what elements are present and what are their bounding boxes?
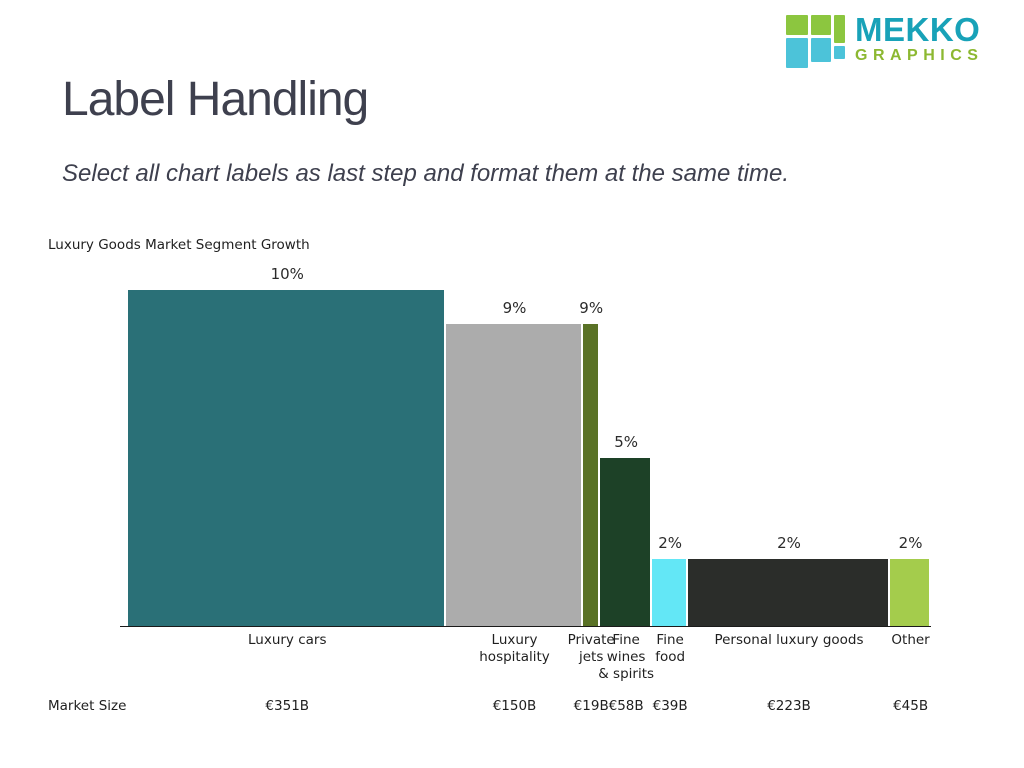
chart-title: Luxury Goods Market Segment Growth: [48, 237, 310, 253]
bar-category-label-personal-luxury-goods: Personal luxury goods: [714, 632, 864, 648]
bar-category-label-fine-wines-spirits: Fine wines & spirits: [598, 632, 655, 682]
bar-personal-luxury-goods: [687, 558, 889, 626]
bar-market-size-label-private-jets: €19B: [573, 698, 609, 714]
bar-fine-food: [652, 558, 686, 626]
bar-category-label-luxury-hospitality: Luxury hospitality: [479, 632, 550, 665]
bar-value-label-fine-wines-spirits: 5%: [614, 433, 639, 451]
bar-private-jets: [582, 323, 598, 626]
mekko-graphics-logo: MEKKO GRAPHICS: [786, 13, 983, 68]
bar-market-size-label-other: €45B: [893, 698, 929, 714]
bar-category-label-private-jets: Private jets: [567, 632, 615, 665]
bar-luxury-cars: [128, 290, 445, 626]
bar-value-label-fine-food: 2%: [658, 533, 683, 552]
chart-plot: 10% Luxury cars €351B 9% Luxury hospitality €1…: [120, 260, 931, 714]
bar-fine-wines-spirits: [599, 458, 651, 626]
logo-mosaic-icon: [786, 13, 845, 68]
bar-category-label-fine-food: Fine food: [655, 632, 686, 665]
bar-value-label-private-jets: 9%: [579, 298, 604, 317]
bar-market-size-label-luxury-hospitality: €150B: [492, 698, 537, 714]
bar-value-label-luxury-hospitality: 9%: [502, 298, 527, 317]
bar-category-label-other: Other: [891, 632, 930, 648]
bar-market-size-label-fine-food: €39B: [652, 698, 688, 714]
page-title: Label Handling: [62, 73, 369, 126]
bar-other: [890, 558, 929, 626]
bar-value-label-other: 2%: [898, 533, 923, 552]
market-size-row-label: Market Size: [48, 698, 127, 714]
bar-market-size-label-luxury-cars: €351B: [265, 698, 310, 714]
bar-category-label-luxury-cars: Luxury cars: [247, 632, 327, 648]
bar-value-label-personal-luxury-goods: 2%: [777, 533, 801, 552]
logo-mekko-wordmark: MEKKO: [855, 11, 981, 48]
bar-luxury-hospitality: [446, 323, 581, 626]
bar-value-label-luxury-cars: 10%: [270, 265, 304, 283]
x-axis-line: [120, 625, 931, 628]
bar-market-size-label-fine-wines-spirits: €58B: [608, 698, 644, 714]
logo-text: MEKKO GRAPHICS: [855, 13, 983, 64]
page-subtitle: Select all chart labels as last step and…: [62, 160, 790, 187]
logo-graphics-wordmark: GRAPHICS: [855, 47, 984, 64]
bar-market-size-label-personal-luxury-goods: €223B: [767, 698, 811, 714]
